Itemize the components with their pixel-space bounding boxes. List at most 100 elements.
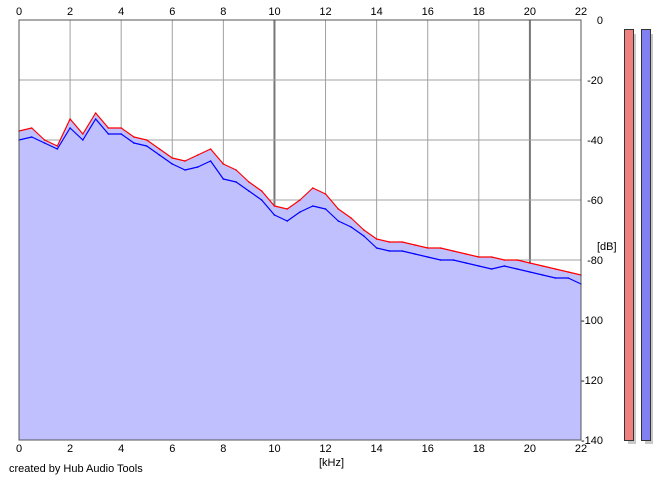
data-point [299, 211, 301, 213]
data-point [197, 154, 199, 156]
credit-text: created by Hub Audio Tools [9, 463, 143, 475]
y-tick-label: -80 [587, 255, 603, 267]
y-tick-label: -40 [587, 135, 603, 147]
data-point [554, 277, 557, 279]
data-point [503, 265, 506, 267]
data-point [273, 214, 276, 216]
data-point [516, 268, 518, 270]
level-meter-left [624, 29, 634, 441]
x-tick-label-bottom: 18 [473, 443, 485, 455]
x-tick-label-bottom: 14 [371, 443, 383, 455]
data-point [273, 205, 276, 207]
data-point [554, 268, 557, 270]
data-point [363, 229, 365, 231]
x-tick-label-top: 6 [169, 6, 175, 18]
data-point [82, 133, 84, 135]
data-point [120, 133, 122, 135]
data-point [324, 208, 327, 210]
data-point [286, 220, 289, 222]
x-tick-label-bottom: 2 [67, 443, 73, 455]
data-point [56, 145, 59, 147]
data-point [414, 244, 416, 246]
data-point [69, 118, 71, 120]
data-point [107, 127, 110, 129]
tick-labels: 002244668810101212141416161818202022220-… [16, 6, 603, 455]
data-point [209, 160, 212, 162]
data-point [567, 277, 570, 279]
x-tick-label-bottom: 0 [16, 443, 22, 455]
data-point [120, 127, 122, 129]
data-point [375, 238, 378, 240]
data-point [439, 259, 442, 261]
x-tick-label-bottom: 20 [524, 443, 536, 455]
data-point [158, 154, 161, 156]
data-point [426, 256, 429, 258]
data-point [350, 226, 352, 228]
data-point [235, 169, 237, 171]
data-point [516, 259, 518, 261]
spectrum-fill [19, 113, 581, 440]
x-tick-label-top: 14 [371, 6, 383, 18]
data-point [388, 250, 391, 252]
data-point [69, 127, 71, 129]
x-tick-label-top: 10 [268, 6, 280, 18]
data-point [324, 193, 327, 195]
data-point [171, 157, 174, 159]
x-tick-label-bottom: 8 [220, 443, 226, 455]
data-point [248, 181, 250, 183]
data-point [337, 220, 340, 222]
data-point [94, 112, 97, 114]
data-point [465, 262, 467, 264]
x-tick-label-top: 16 [422, 6, 434, 18]
y-tick-label: -100 [581, 315, 603, 327]
data-point [43, 139, 46, 141]
data-point [222, 163, 225, 165]
data-point [375, 247, 378, 249]
data-point [414, 253, 416, 255]
data-point [145, 145, 148, 147]
y-tick-label: -120 [581, 375, 603, 387]
data-point [337, 208, 340, 210]
data-point [107, 133, 110, 135]
data-point [184, 169, 186, 171]
data-point [286, 208, 289, 210]
x-tick-label-top: 12 [319, 6, 331, 18]
y-tick-label: -60 [587, 195, 603, 207]
data-point [529, 271, 531, 273]
data-point [56, 148, 59, 150]
data-point [529, 262, 531, 264]
data-point [158, 148, 161, 150]
data-point [145, 139, 148, 141]
spectrum-lines [18, 112, 582, 285]
plot-border [18, 19, 582, 441]
data-point [401, 250, 403, 252]
data-point [133, 142, 135, 144]
x-tick-label-top: 0 [16, 6, 22, 18]
data-point [171, 163, 174, 165]
y-tick-label: -20 [587, 75, 603, 87]
data-point [503, 259, 506, 261]
data-point [94, 118, 97, 120]
x-tick-label-top: 4 [118, 6, 124, 18]
data-point [30, 127, 33, 129]
data-point [299, 199, 301, 201]
x-tick-label-top: 20 [524, 6, 536, 18]
level-meter-right [641, 29, 651, 441]
x-tick-label-top: 2 [67, 6, 73, 18]
x-tick-label-bottom: 6 [169, 443, 175, 455]
data-point [260, 190, 263, 192]
data-point [490, 256, 493, 258]
data-point [43, 142, 46, 144]
data-point [350, 217, 352, 219]
data-point [184, 160, 186, 162]
x-tick-label-bottom: 10 [268, 443, 280, 455]
data-point [209, 148, 212, 150]
data-point [363, 235, 365, 237]
data-point [439, 247, 442, 249]
data-point [426, 247, 429, 249]
data-point [567, 271, 570, 273]
y-tick-label: 0 [597, 15, 603, 27]
data-point [478, 265, 480, 267]
x-tick-label-top: 22 [575, 6, 587, 18]
